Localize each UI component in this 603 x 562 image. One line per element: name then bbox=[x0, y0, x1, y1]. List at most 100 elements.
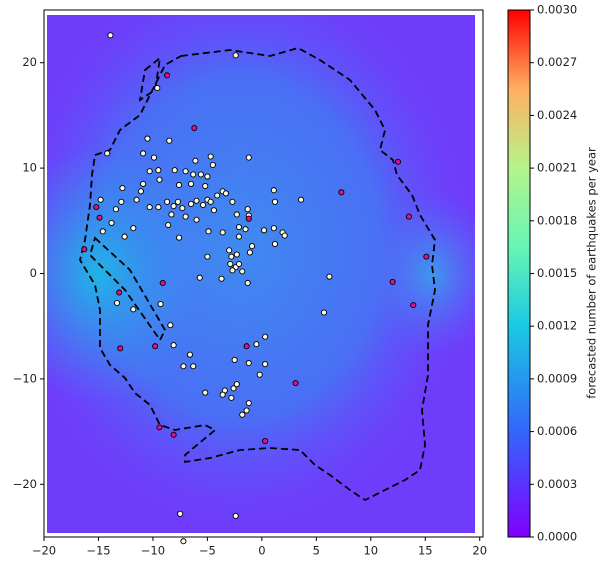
point bbox=[99, 228, 106, 235]
y-tick-label: −10 bbox=[13, 371, 37, 385]
point bbox=[150, 154, 158, 161]
point bbox=[170, 431, 177, 438]
point bbox=[113, 299, 121, 307]
point bbox=[168, 211, 175, 218]
point bbox=[164, 198, 171, 205]
y-tick-label: −20 bbox=[13, 477, 37, 491]
point bbox=[188, 180, 195, 187]
point bbox=[133, 196, 140, 203]
point bbox=[226, 247, 233, 254]
point bbox=[239, 411, 246, 418]
y-tick-label: 10 bbox=[22, 161, 37, 175]
point bbox=[137, 188, 145, 195]
point bbox=[229, 198, 236, 205]
point bbox=[214, 192, 221, 199]
point bbox=[171, 167, 178, 174]
colorbar-tick-label: 0.0024 bbox=[537, 108, 577, 122]
colorbar-tick-label: 0.0009 bbox=[537, 371, 577, 385]
point bbox=[192, 157, 199, 164]
colorbar-tick-label: 0.0012 bbox=[537, 319, 577, 333]
point bbox=[190, 171, 197, 178]
point bbox=[262, 333, 269, 340]
point bbox=[166, 137, 173, 144]
point bbox=[154, 84, 161, 92]
point bbox=[97, 196, 104, 203]
point bbox=[249, 243, 256, 250]
point bbox=[245, 400, 252, 407]
point bbox=[218, 275, 225, 282]
point bbox=[130, 225, 137, 232]
colorbar-label: forecasted number of earthquakes per yea… bbox=[585, 147, 599, 399]
point bbox=[193, 197, 200, 204]
point bbox=[186, 351, 194, 358]
point bbox=[338, 189, 345, 196]
point bbox=[326, 273, 333, 280]
point bbox=[107, 32, 114, 39]
point bbox=[119, 185, 126, 192]
point bbox=[207, 198, 214, 205]
point bbox=[180, 538, 187, 545]
point bbox=[246, 249, 253, 256]
point bbox=[232, 52, 239, 59]
point bbox=[227, 260, 234, 268]
point bbox=[228, 253, 235, 260]
point bbox=[405, 213, 412, 220]
point bbox=[222, 190, 229, 197]
heatmap bbox=[47, 15, 475, 533]
x-tick-label: −10 bbox=[141, 544, 165, 558]
point bbox=[253, 341, 260, 348]
point bbox=[155, 204, 162, 211]
point bbox=[219, 391, 226, 398]
point bbox=[190, 363, 197, 370]
colorbar-tick-label: 0.0006 bbox=[537, 424, 577, 438]
x-tick-label: 15 bbox=[418, 544, 433, 558]
point bbox=[233, 251, 240, 258]
point bbox=[243, 343, 250, 350]
colorbar-tick-label: 0.0021 bbox=[537, 161, 577, 175]
x-tick-label: 5 bbox=[313, 544, 320, 558]
point bbox=[281, 232, 288, 239]
point bbox=[188, 200, 195, 207]
point bbox=[81, 246, 88, 253]
colorbar-tick-label: 0.0018 bbox=[537, 213, 577, 227]
point bbox=[232, 512, 239, 519]
point bbox=[271, 198, 278, 205]
point bbox=[205, 228, 212, 235]
point bbox=[219, 229, 226, 236]
point bbox=[262, 361, 269, 368]
point bbox=[231, 356, 238, 363]
point bbox=[233, 381, 240, 388]
point bbox=[121, 233, 128, 240]
point bbox=[93, 204, 100, 211]
point bbox=[174, 198, 182, 205]
point bbox=[144, 135, 151, 142]
point bbox=[233, 211, 240, 218]
point bbox=[152, 343, 159, 350]
x-tick-label: −20 bbox=[32, 544, 56, 558]
point bbox=[202, 389, 209, 396]
point bbox=[229, 267, 236, 274]
point bbox=[292, 380, 299, 387]
point bbox=[235, 233, 243, 240]
point bbox=[112, 206, 119, 213]
point bbox=[197, 171, 204, 178]
point bbox=[394, 158, 402, 165]
x-tick-label: 10 bbox=[363, 544, 378, 558]
point bbox=[320, 309, 328, 316]
point bbox=[157, 301, 164, 308]
point bbox=[243, 407, 250, 414]
point bbox=[140, 150, 147, 157]
point bbox=[210, 207, 217, 214]
point bbox=[202, 182, 209, 190]
point bbox=[176, 181, 183, 189]
point bbox=[179, 205, 186, 212]
point bbox=[140, 180, 147, 187]
point bbox=[96, 214, 103, 221]
point bbox=[239, 268, 246, 275]
point bbox=[245, 215, 252, 222]
point bbox=[230, 385, 237, 392]
point bbox=[167, 322, 174, 329]
point bbox=[165, 221, 172, 229]
point bbox=[164, 72, 171, 79]
